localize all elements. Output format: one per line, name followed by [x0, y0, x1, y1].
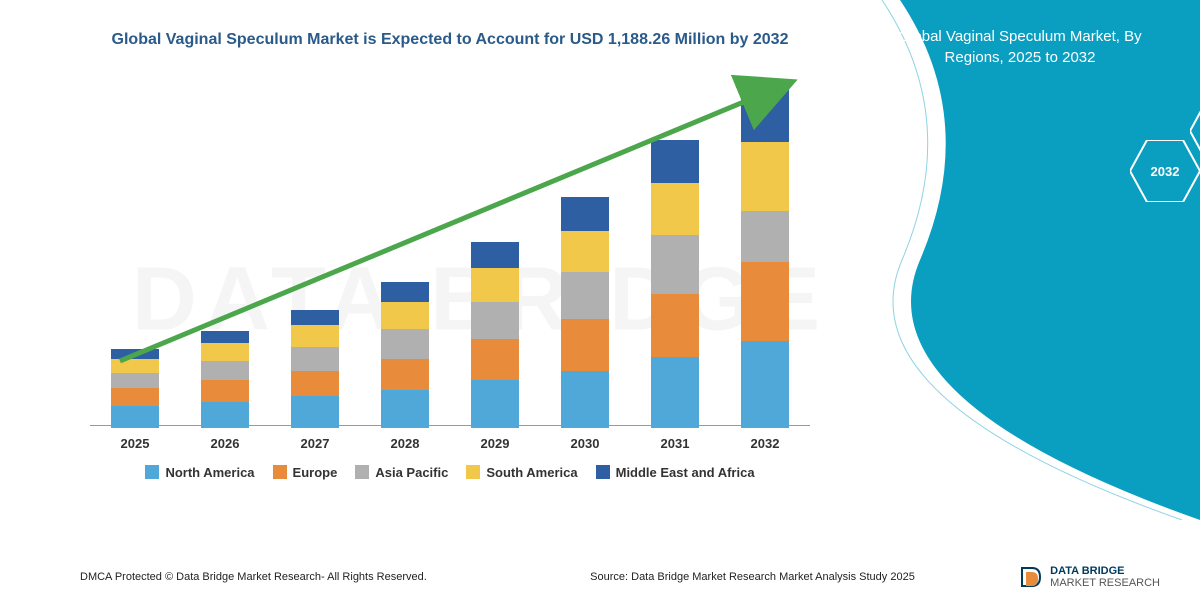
legend-swatch [466, 465, 480, 479]
bar-segment [201, 331, 249, 343]
bar-column: 2029 [465, 242, 525, 450]
legend-label: Middle East and Africa [616, 465, 755, 480]
x-axis-label: 2031 [661, 436, 690, 451]
bar-segment [471, 380, 519, 427]
hexagon-2032-label: 2032 [1151, 164, 1180, 179]
legend-label: Asia Pacific [375, 465, 448, 480]
legend: North America Europe Asia Pacific South Ame… [80, 465, 820, 480]
bar-segment [561, 319, 609, 370]
legend-swatch [355, 465, 369, 479]
bar-segment [291, 310, 339, 326]
bar-segment [561, 231, 609, 272]
legend-item: Asia Pacific [355, 465, 448, 480]
bar-segment [651, 183, 699, 234]
logo-mark-icon [1018, 564, 1044, 590]
x-axis-label: 2030 [571, 436, 600, 451]
bar-column: 2032 [735, 83, 795, 451]
chart-panel: Global Vaginal Speculum Market is Expect… [0, 0, 860, 600]
bar-column: 2030 [555, 197, 615, 451]
logo-text-bottom: MARKET RESEARCH [1050, 577, 1160, 589]
bar-segment [471, 268, 519, 302]
bar-segment [651, 140, 699, 183]
hexagon-2025: 2025 [1190, 100, 1200, 162]
bar-segment [381, 329, 429, 359]
footer-logo: DATA BRIDGE MARKET RESEARCH [1018, 564, 1160, 590]
bar-stack [471, 242, 519, 427]
legend-label: South America [486, 465, 577, 480]
bar-segment [291, 347, 339, 371]
bar-segment [741, 142, 789, 211]
bar-segment [291, 371, 339, 397]
bar-segment [471, 302, 519, 339]
bar-segment [381, 282, 429, 302]
legend-item: Europe [273, 465, 338, 480]
bar-segment [741, 262, 789, 341]
dmca-text: DMCA Protected © Data Bridge Market Rese… [80, 571, 427, 583]
legend-label: Europe [293, 465, 338, 480]
bar-segment [471, 339, 519, 380]
bar-segment [561, 197, 609, 231]
bar-stack [111, 349, 159, 428]
bar-segment [111, 349, 159, 359]
bar-segment [111, 373, 159, 389]
bar-segment [291, 396, 339, 428]
right-brand-text: DATA BRIDGE MARKET RESEARCH [890, 280, 1170, 328]
bar-column: 2028 [375, 282, 435, 451]
logo-text: DATA BRIDGE MARKET RESEARCH [1050, 565, 1160, 589]
right-panel-title: Global Vaginal Speculum Market, By Regio… [870, 26, 1170, 68]
bar-segment [201, 402, 249, 428]
legend-item: Middle East and Africa [596, 465, 755, 480]
bar-segment [201, 380, 249, 402]
right-panel: Global Vaginal Speculum Market, By Regio… [840, 0, 1200, 520]
bar-segment [561, 272, 609, 319]
bar-stack [381, 282, 429, 428]
legend-item: North America [145, 465, 254, 480]
bar-column: 2025 [105, 349, 165, 451]
bar-stack [291, 310, 339, 428]
bar-stack [201, 331, 249, 428]
bar-segment [471, 242, 519, 268]
bar-segment [381, 390, 429, 427]
bar-stack [561, 197, 609, 428]
chart-area: 2025 2026 2027 2028 2029 2030 2031 2032 [90, 71, 810, 451]
bar-segment [111, 388, 159, 406]
bar-segment [201, 361, 249, 381]
x-axis-label: 2028 [391, 436, 420, 451]
chart-title: Global Vaginal Speculum Market is Expect… [80, 30, 820, 51]
x-axis-label: 2027 [301, 436, 330, 451]
bar-segment [741, 83, 789, 142]
bar-segment [561, 371, 609, 428]
bar-segment [651, 294, 699, 357]
bar-segment [201, 343, 249, 361]
x-axis-label: 2026 [211, 436, 240, 451]
bar-segment [111, 359, 159, 373]
x-axis-label: 2025 [121, 436, 150, 451]
bar-segment [381, 302, 429, 330]
bar-stack [651, 140, 699, 428]
logo-text-top: DATA BRIDGE [1050, 565, 1160, 577]
bar-segment [111, 406, 159, 428]
legend-swatch [273, 465, 287, 479]
bar-column: 2031 [645, 140, 705, 451]
bar-segment [651, 357, 699, 428]
legend-swatch [596, 465, 610, 479]
legend-swatch [145, 465, 159, 479]
bar-segment [741, 211, 789, 262]
right-panel-bg [840, 0, 1200, 520]
x-axis-label: 2032 [751, 436, 780, 451]
bar-column: 2027 [285, 310, 345, 451]
bar-column: 2026 [195, 331, 255, 451]
legend-item: South America [466, 465, 577, 480]
footer: DMCA Protected © Data Bridge Market Rese… [0, 564, 1200, 590]
bar-segment [381, 359, 429, 391]
x-axis-label: 2029 [481, 436, 510, 451]
legend-label: North America [165, 465, 254, 480]
bar-stack [741, 83, 789, 428]
bar-segment [291, 325, 339, 347]
source-text: Source: Data Bridge Market Research Mark… [590, 571, 915, 583]
bar-segment [651, 235, 699, 294]
bar-segment [741, 341, 789, 428]
